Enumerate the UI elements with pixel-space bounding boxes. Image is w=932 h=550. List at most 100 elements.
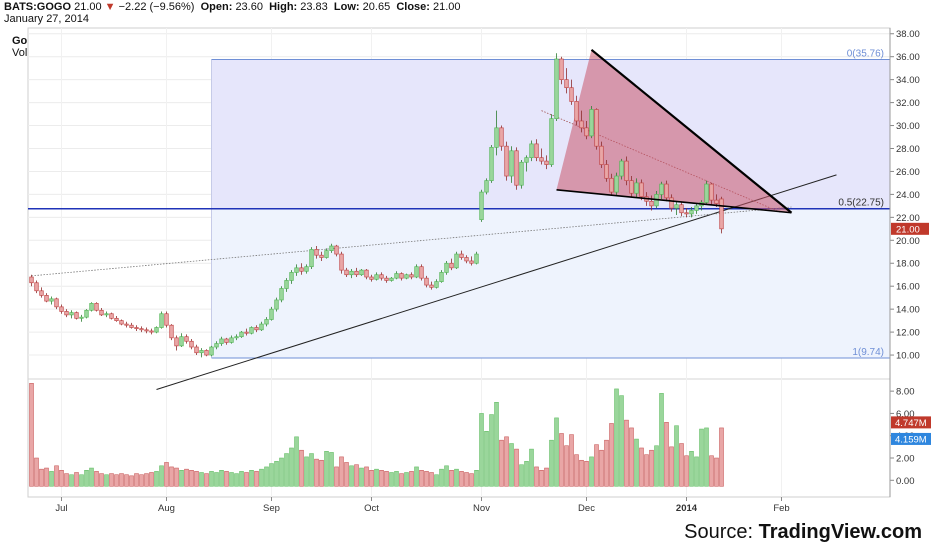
volume-bar xyxy=(224,471,229,487)
volume-bar xyxy=(399,473,404,487)
time-tick-label: Sep xyxy=(263,503,280,514)
volume-bar xyxy=(684,455,689,487)
time-tick-label: 2014 xyxy=(676,503,698,514)
candle-body xyxy=(709,183,714,201)
volume-bar xyxy=(524,461,529,487)
candle-body xyxy=(454,253,459,269)
volume-bar xyxy=(234,473,239,487)
volume-bar xyxy=(529,448,534,487)
candle-body xyxy=(54,298,59,308)
time-tick-label: Nov xyxy=(473,503,490,514)
volume-bar xyxy=(289,447,294,487)
volume-bar xyxy=(319,459,324,487)
volume-bar xyxy=(484,431,489,487)
candle-body xyxy=(149,330,154,333)
candle-body xyxy=(559,58,564,80)
candle-body xyxy=(144,329,149,332)
candle-body xyxy=(474,253,479,264)
volume-bar xyxy=(364,466,369,487)
volume-tick-label: 2.00 xyxy=(896,454,915,465)
volume-bar xyxy=(449,470,454,487)
candle-body xyxy=(464,257,469,262)
volume-tick-label: 0.00 xyxy=(896,476,915,487)
price-tick-label: 36.00 xyxy=(896,52,920,63)
candle-body xyxy=(694,205,699,211)
price-chart[interactable]: 0(35.76) 0.5(22.75) 1(9.74) 10.00 12.00 14.0… xyxy=(0,0,932,520)
volume-bar xyxy=(544,467,549,487)
source-credit: Source: TradingView.com xyxy=(684,521,922,544)
price-tick-label: 18.00 xyxy=(896,259,920,270)
candle-body xyxy=(419,266,424,279)
candle-body xyxy=(229,337,234,343)
time-tick-label: Dec xyxy=(578,503,595,514)
price-tick-label: 30.00 xyxy=(896,121,920,132)
candle-body xyxy=(564,79,569,89)
candle-body xyxy=(434,281,439,288)
volume-bar xyxy=(239,471,244,487)
volume-bar xyxy=(34,457,39,487)
volume-bar xyxy=(349,465,354,487)
volume-bar xyxy=(44,467,49,487)
volume-bar xyxy=(454,468,459,487)
candle-body xyxy=(524,157,529,163)
time-tick-label: Feb xyxy=(773,503,789,514)
volume-bar xyxy=(264,466,269,487)
candle-body xyxy=(594,109,599,147)
candle-body xyxy=(509,150,514,177)
candle-body xyxy=(249,327,254,334)
volume-bar xyxy=(89,467,94,487)
candle-body xyxy=(124,323,129,326)
volume-bar xyxy=(424,471,429,487)
candle-body xyxy=(154,327,159,333)
volume-bar xyxy=(664,422,669,487)
volume-bar xyxy=(124,474,129,487)
volume-bar xyxy=(594,444,599,487)
volume-bar xyxy=(49,471,54,487)
candle-body xyxy=(599,145,604,165)
wedge-upper-line xyxy=(590,48,793,214)
volume-bar xyxy=(29,383,34,487)
candle-body xyxy=(69,312,74,316)
open-value: 23.60 xyxy=(235,1,263,13)
volume-bar xyxy=(579,459,584,487)
volume-tick-label: 6.00 xyxy=(896,409,915,420)
volume-bar xyxy=(434,474,439,487)
candle-body xyxy=(664,183,669,199)
candle-body xyxy=(684,212,689,215)
volume-bar xyxy=(659,393,664,487)
candle-body xyxy=(439,272,444,282)
volume-bar xyxy=(324,451,329,487)
candle-body xyxy=(44,295,49,302)
volume-tick-label: 8.00 xyxy=(896,387,915,398)
volume-bar xyxy=(379,470,384,487)
candle-body xyxy=(609,177,614,193)
candle-body xyxy=(424,277,429,286)
candle-body xyxy=(289,272,294,281)
open-label: Open: xyxy=(200,1,233,13)
volume-bar xyxy=(534,466,539,487)
candle-body xyxy=(484,180,489,193)
candle-body xyxy=(214,343,219,348)
candle-body xyxy=(234,336,239,339)
volume-bar xyxy=(54,465,59,487)
volume-bar xyxy=(214,472,219,487)
candle-body xyxy=(649,200,654,207)
candle-body xyxy=(164,313,169,326)
candle-body xyxy=(674,204,679,209)
candle-body xyxy=(314,249,319,256)
high-value: 23.83 xyxy=(300,1,328,13)
last-price: 21.00 xyxy=(74,1,102,13)
close-value: 21.00 xyxy=(433,1,461,13)
volume-bar xyxy=(714,457,719,487)
volume-bar xyxy=(439,468,444,487)
candle-body xyxy=(274,299,279,310)
volume-bar xyxy=(649,449,654,487)
volume-bar xyxy=(164,462,169,487)
candle-body xyxy=(329,245,334,251)
volume-bar xyxy=(84,470,89,487)
candle-body xyxy=(179,336,184,347)
volume-bar xyxy=(119,473,124,487)
price-tick-label: 34.00 xyxy=(896,75,920,86)
candle-body xyxy=(189,340,194,348)
volume-bar xyxy=(294,436,299,487)
